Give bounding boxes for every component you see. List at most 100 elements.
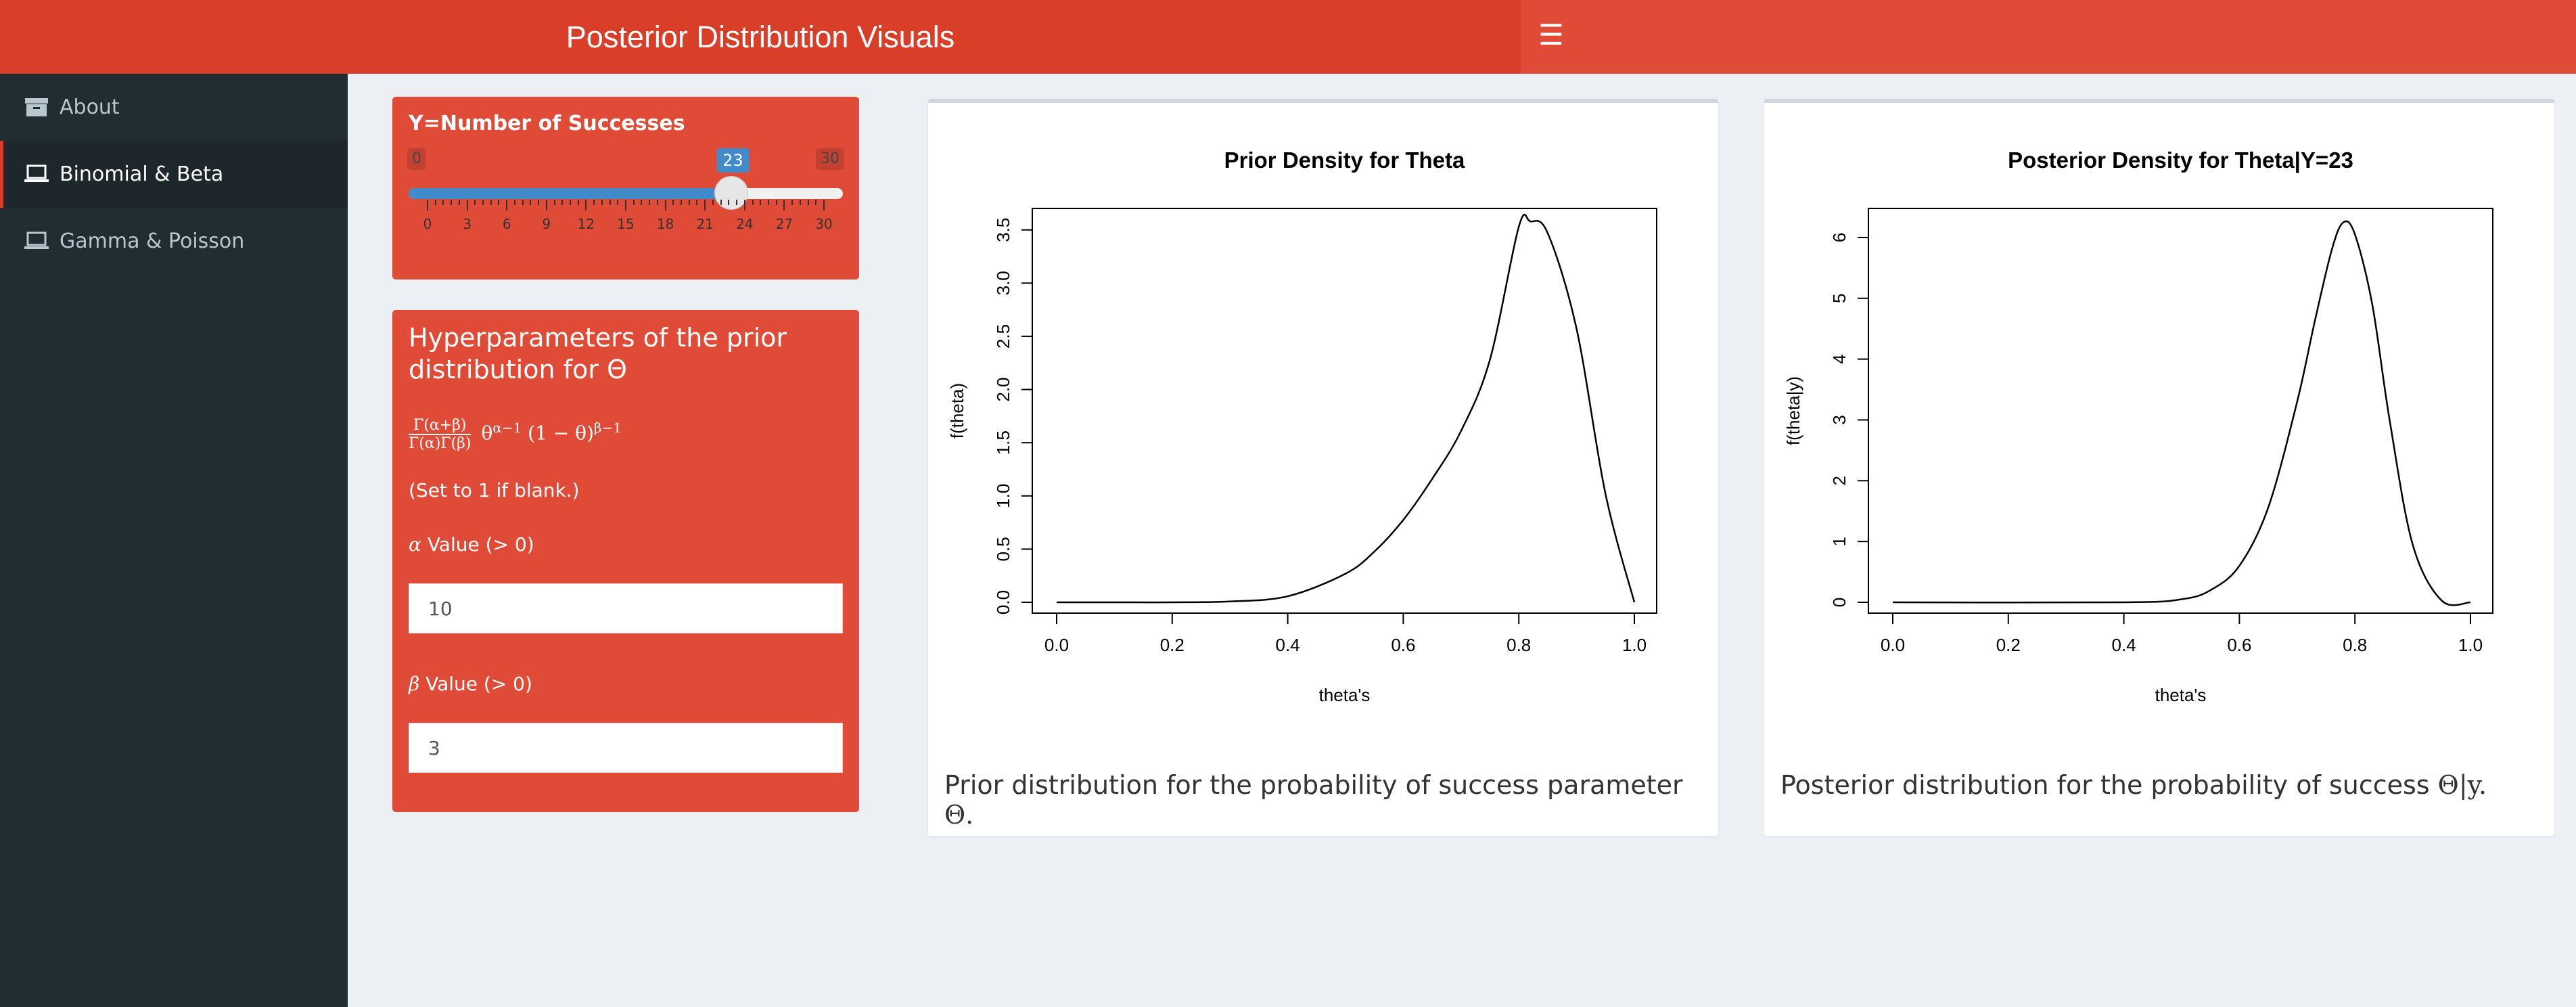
slider-minor-tick <box>799 200 801 205</box>
prior-y-axis-label: f(theta) <box>947 383 967 439</box>
laptop-icon <box>24 231 49 249</box>
prior-x-tick-label: 0.6 <box>1391 635 1415 655</box>
formula-denominator: Γ(α)Γ(β) <box>409 435 472 452</box>
slider-tick-label: 30 <box>815 216 833 232</box>
slider-minor-tick <box>482 200 484 205</box>
beta-input[interactable] <box>409 723 843 773</box>
slider-min-label: 0 <box>407 148 426 170</box>
slider-minor-tick <box>451 200 453 205</box>
slider-minor-tick <box>672 200 674 205</box>
prior-plot-frame <box>1032 208 1657 614</box>
formula-exp-alpha: α−1 <box>492 420 522 437</box>
slider-minor-tick <box>522 200 524 205</box>
slider-minor-tick <box>720 200 722 205</box>
slider-minor-tick <box>696 200 698 205</box>
sidebar-toggle-button[interactable]: ☰ <box>1521 0 1582 74</box>
slider-tick-label: 6 <box>502 216 511 232</box>
prior-x-tick-label: 0.4 <box>1276 635 1300 655</box>
slider-minor-tick <box>553 200 555 205</box>
posterior-density-curve <box>1892 220 2471 606</box>
posterior-density-chart: Posterior Density for Theta|Y=23 0.0 0.2 0.… <box>1783 148 2493 705</box>
alpha-input[interactable] <box>409 583 843 633</box>
posterior-y-tick-label: 5 <box>1829 294 1849 303</box>
posterior-x-tick-label: 0.8 <box>2343 635 2367 655</box>
sidebar-item-label: Binomial & Beta <box>60 162 224 186</box>
posterior-caption: Posterior distribution for the probabili… <box>1780 770 2487 800</box>
prior-x-axis-label: theta's <box>1319 685 1371 705</box>
slider-minor-tick <box>474 200 476 205</box>
slider-tick-label: 3 <box>463 216 472 232</box>
slider-minor-tick <box>513 200 515 205</box>
slider-minor-tick <box>767 200 769 205</box>
slider-tick-mark <box>743 200 745 210</box>
prior-y-tick-label: 1.5 <box>993 430 1013 455</box>
hamburger-icon: ☰ <box>1538 18 1564 51</box>
prior-y-tick-label: 2.5 <box>993 324 1013 349</box>
posterior-chart-title: Posterior Density for Theta|Y=23 <box>2008 148 2353 173</box>
beta-symbol: β <box>409 673 420 695</box>
slider-minor-tick <box>632 200 635 205</box>
slider-minor-tick <box>530 200 532 205</box>
posterior-caption-text: Posterior distribution for the probabili… <box>1780 770 2438 800</box>
laptop-icon <box>24 164 49 182</box>
slider-tick-label: 18 <box>656 216 674 232</box>
slider-minor-tick <box>617 200 619 205</box>
slider-minor-tick <box>760 200 762 205</box>
slider-minor-tick <box>593 200 595 205</box>
slider-minor-tick <box>538 200 540 205</box>
slider-tick-label: 15 <box>617 216 635 232</box>
slider-minor-tick <box>688 200 690 205</box>
posterior-plot-frame <box>1868 208 2493 614</box>
slider-fill <box>409 188 732 199</box>
alpha-label: α Value (> 0) <box>409 533 534 556</box>
slider-tick-label: 9 <box>542 216 551 232</box>
slider-tick-mark <box>783 200 785 210</box>
formula-middle: (1 − θ) <box>528 422 594 445</box>
prior-y-tick-label: 1.0 <box>993 484 1013 508</box>
slider-minor-tick <box>807 200 809 205</box>
prior-x-tick-label: 0.2 <box>1160 635 1184 655</box>
slider-minor-tick <box>712 200 714 205</box>
beta-label-text: Value (> 0) <box>419 673 532 695</box>
slider-tick-label: 27 <box>775 216 794 232</box>
posterior-x-tick-label: 1.0 <box>2458 635 2483 655</box>
hyperparameters-title: Hyperparameters of the prior distributio… <box>409 323 787 384</box>
posterior-x-tick-label: 0.4 <box>2112 635 2136 655</box>
slider-minor-tick <box>752 200 754 205</box>
slider-tick-mark <box>545 200 547 210</box>
prior-y-tick-label: 2.0 <box>993 377 1013 401</box>
alpha-symbol: α <box>409 533 421 556</box>
prior-chart-title: Prior Density for Theta <box>1224 148 1465 173</box>
slider-handle[interactable] <box>714 176 749 210</box>
posterior-y-tick-label: 1 <box>1829 537 1849 546</box>
slider-minor-tick <box>498 200 500 205</box>
alpha-label-text: Value (> 0) <box>421 533 534 556</box>
posterior-x-tick-label: 0.6 <box>2227 635 2251 655</box>
slider-minor-tick <box>775 200 777 205</box>
hyperparameters-box: Hyperparameters of the prior distributio… <box>392 310 859 812</box>
slider-minor-tick <box>442 200 444 205</box>
prior-caption-text: Prior distribution for the probability o… <box>944 770 1683 800</box>
formula-numerator: Γ(α+β) <box>409 417 472 435</box>
slider-tick-mark <box>585 200 587 210</box>
sidebar-item-binomial-beta[interactable]: Binomial & Beta <box>0 141 348 208</box>
slider-track[interactable] <box>409 188 843 199</box>
slider-title: Y=Number of Successes <box>409 112 685 135</box>
prior-density-curve <box>1057 213 1636 604</box>
slider-minor-tick <box>561 200 564 205</box>
blank-note: (Set to 1 if blank.) <box>409 479 580 501</box>
slider-minor-tick <box>434 200 436 205</box>
sidebar-item-label: About <box>60 95 120 119</box>
prior-x-tick-label: 0.0 <box>1044 635 1069 655</box>
slider-tick-mark <box>506 200 508 210</box>
sidebar-item-about[interactable]: About <box>0 74 348 141</box>
sidebar-item-gamma-poisson[interactable]: Gamma & Poisson <box>0 208 348 275</box>
slider-tick-mark <box>823 200 825 210</box>
app-title: Posterior Distribution Visuals <box>0 0 1521 74</box>
slider-minor-tick <box>681 200 683 205</box>
slider-minor-tick <box>656 200 658 205</box>
prior-x-tick-label: 0.8 <box>1506 635 1531 655</box>
posterior-y-tick-label: 3 <box>1829 415 1849 424</box>
slider-tick-mark <box>427 200 428 210</box>
prior-density-chart: Prior Density for Theta 0.0 0.2 0.4 0.6 0.8 1.… <box>947 148 1657 705</box>
